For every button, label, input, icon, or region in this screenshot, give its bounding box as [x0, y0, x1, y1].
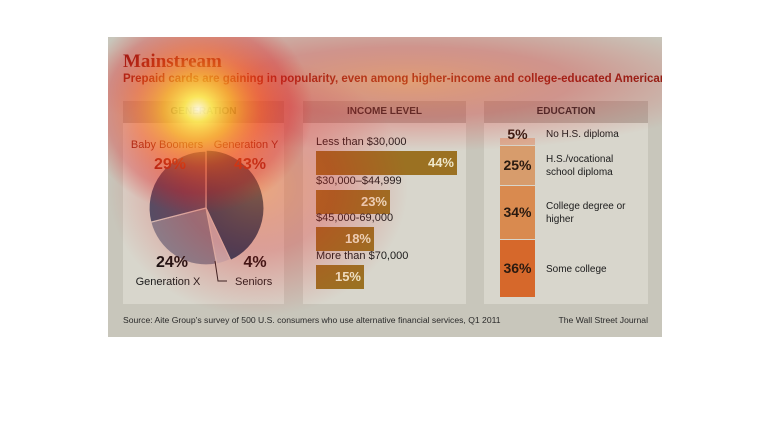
education-segment-2	[500, 186, 535, 239]
education-segment-3	[500, 240, 535, 297]
education-value-1: 25%	[503, 157, 532, 173]
pie-value-baby-boomers: 29%	[154, 156, 186, 173]
education-label-2-line-1: higher	[546, 214, 574, 225]
income-bar-1: 23%	[316, 190, 390, 214]
source-note: Source: Aite Group’s survey of 500 U.S. …	[123, 315, 501, 325]
income-label-2: $45,000-69,000	[316, 212, 394, 224]
generation-panel: GENERATION Generation Y 43% Seniors 4% Gener…	[123, 101, 284, 304]
income-panel: INCOME LEVEL Less than $30,000 44% $30,000…	[303, 101, 466, 304]
generation-pie: Generation Y 43% Seniors 4% Generation X 24% B…	[131, 139, 279, 288]
education-value-2: 34%	[503, 204, 532, 220]
education-label-2: College degree or higher	[546, 200, 626, 226]
credit-note: The Wall Street Journal	[558, 315, 648, 325]
chart-title: Mainstream	[123, 51, 222, 72]
income-value-0: 44%	[427, 155, 454, 170]
income-bar-3: 15%	[316, 265, 364, 289]
income-value-3: 15%	[334, 269, 361, 284]
income-label-0: Less than $30,000	[316, 136, 407, 148]
education-label-1-line-1: school diploma	[546, 167, 613, 178]
pie-label-baby-boomers: Baby Boomers	[131, 139, 204, 151]
income-value-1: 23%	[360, 194, 387, 209]
education-panel: EDUCATION 5% No H.S. diploma 25% H.S./vocat…	[484, 101, 648, 304]
income-value-2: 18%	[344, 231, 371, 246]
education-label-1-line-0: H.S./vocational	[546, 154, 614, 165]
education-label-3: Some college	[546, 263, 607, 276]
education-segment-1	[500, 146, 535, 185]
income-bar-2: 18%	[316, 227, 374, 251]
income-bar-0: 44%	[316, 151, 457, 175]
pie-label-seniors: Seniors	[235, 276, 273, 288]
income-label-3: More than $70,000	[316, 250, 409, 262]
education-label-0-line-0: No H.S. diploma	[546, 129, 619, 140]
income-label-1: $30,000–$44,999	[316, 175, 402, 187]
chart-graphic: Mainstream Prepaid cards are gaining in …	[108, 37, 662, 337]
education-label-0: No H.S. diploma	[546, 128, 619, 141]
education-label-2-line-0: College degree or	[546, 201, 626, 212]
pie-label-generation-x: Generation X	[136, 276, 201, 288]
pie-value-generation-y: 43%	[234, 156, 266, 173]
education-value-3: 36%	[503, 260, 532, 276]
chart-subtitle: Prepaid cards are gaining in popularity,…	[123, 73, 662, 85]
income-header: INCOME LEVEL	[303, 101, 466, 123]
education-header: EDUCATION	[484, 101, 648, 123]
pie-value-seniors: 4%	[243, 254, 266, 271]
education-label-1: H.S./vocational school diploma	[546, 153, 613, 179]
education-value-0: 5%	[507, 126, 528, 142]
education-label-3-line-0: Some college	[546, 263, 607, 275]
pie-label-generation-y: Generation Y	[214, 139, 279, 151]
pie-value-generation-x: 24%	[156, 254, 188, 271]
